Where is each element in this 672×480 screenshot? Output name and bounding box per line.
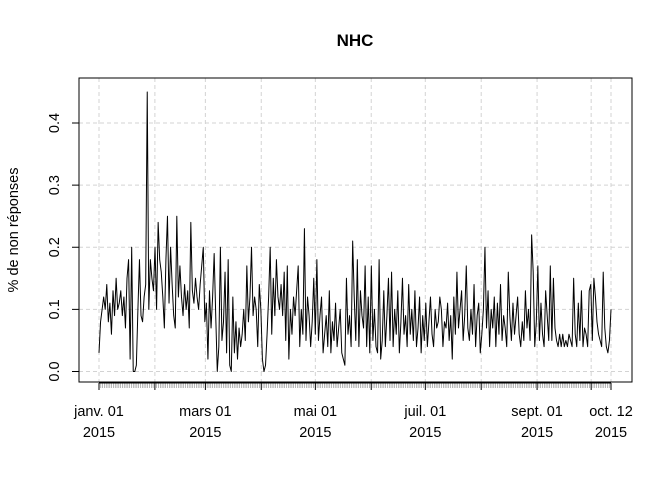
- y-axis: 0.0 0.1 0.2 0.3 0.4: [47, 113, 79, 382]
- x-tick-label: mai 01: [294, 404, 338, 420]
- x-tick-label: janv. 01: [73, 404, 124, 420]
- series-layer: [98, 91, 612, 372]
- series-line: [98, 91, 612, 372]
- x-tick-year: 2015: [595, 425, 627, 441]
- y-tick-label: 0.4: [47, 113, 63, 133]
- x-axis: janv. 01 2015 mars 01 2015 mai 01 2015 juil. 0…: [73, 382, 633, 441]
- x-tick-year: 2015: [189, 425, 221, 441]
- chart-title: NHC: [337, 31, 374, 50]
- x-tick-label: mars 01: [179, 404, 231, 420]
- y-tick-label: 0.2: [47, 237, 63, 257]
- x-tick-year: 2015: [299, 425, 331, 441]
- x-tick-label: sept. 01: [511, 404, 563, 420]
- y-tick-label: 0.1: [47, 299, 63, 319]
- plot-frame: [78, 77, 633, 383]
- y-axis-label: % de non réponses: [6, 168, 22, 293]
- x-minor-ticks: [98, 383, 612, 388]
- y-tick-label: 0.3: [47, 175, 63, 195]
- x-tick-year: 2015: [83, 425, 115, 441]
- x-tick-label: juil. 01: [403, 404, 446, 420]
- x-tick-label: oct. 12: [589, 404, 633, 420]
- x-tick-year: 2015: [521, 425, 553, 441]
- y-tick-label: 0.0: [47, 361, 63, 381]
- x-tick-year: 2015: [409, 425, 441, 441]
